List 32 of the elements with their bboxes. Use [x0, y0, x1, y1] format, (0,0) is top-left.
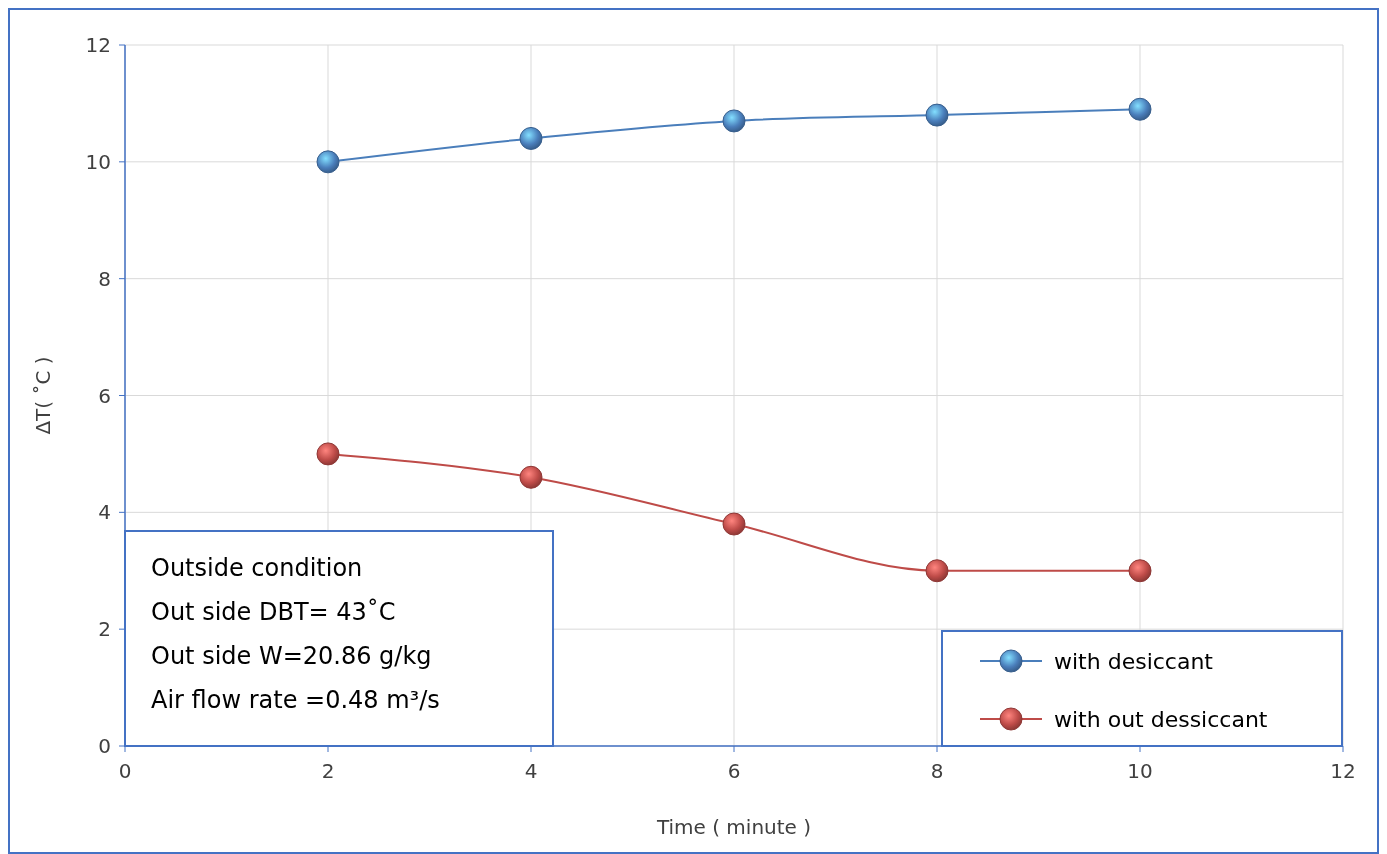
- point: [519, 465, 543, 489]
- x-tick-label: 10: [1127, 759, 1153, 783]
- x-tick-label: 2: [321, 759, 335, 783]
- point: [1128, 97, 1152, 121]
- point: [316, 442, 340, 466]
- legend-label: with desiccant: [1054, 649, 1214, 674]
- x-tick-label: 12: [1330, 759, 1356, 783]
- point: [722, 512, 746, 536]
- point: [1128, 559, 1152, 583]
- annotation: Out side W=20.86 g/kg: [151, 642, 432, 670]
- x-axis-title: Time ( minute ): [655, 815, 812, 839]
- y-tick-label: 8: [98, 266, 111, 291]
- y-tick-label: 10: [85, 149, 111, 174]
- point: [316, 150, 340, 174]
- point: [722, 109, 746, 133]
- y-tick-label: 2: [98, 617, 111, 642]
- point: [925, 559, 949, 583]
- x-tick-label: 6: [727, 759, 741, 783]
- point: [519, 126, 543, 150]
- y-tick-label: 0: [98, 734, 111, 758]
- x-tick-label: 4: [524, 759, 538, 783]
- x-tick-label: 0: [118, 759, 132, 783]
- legend-label: with out dessiccant: [1054, 707, 1268, 732]
- y-tick-label: 6: [98, 383, 111, 408]
- point: [925, 103, 949, 127]
- y-axis-title: ΔT( ˚C ): [31, 356, 55, 435]
- y-tick-label: 12: [85, 33, 111, 57]
- annotation: Out side DBT= 43˚C: [151, 598, 396, 626]
- x-tick-label: 8: [930, 759, 944, 783]
- y-tick-label: 4: [98, 500, 111, 525]
- annotation: Outside condition: [151, 554, 363, 582]
- annotation: Air flow rate =0.48 m³/s: [151, 686, 440, 714]
